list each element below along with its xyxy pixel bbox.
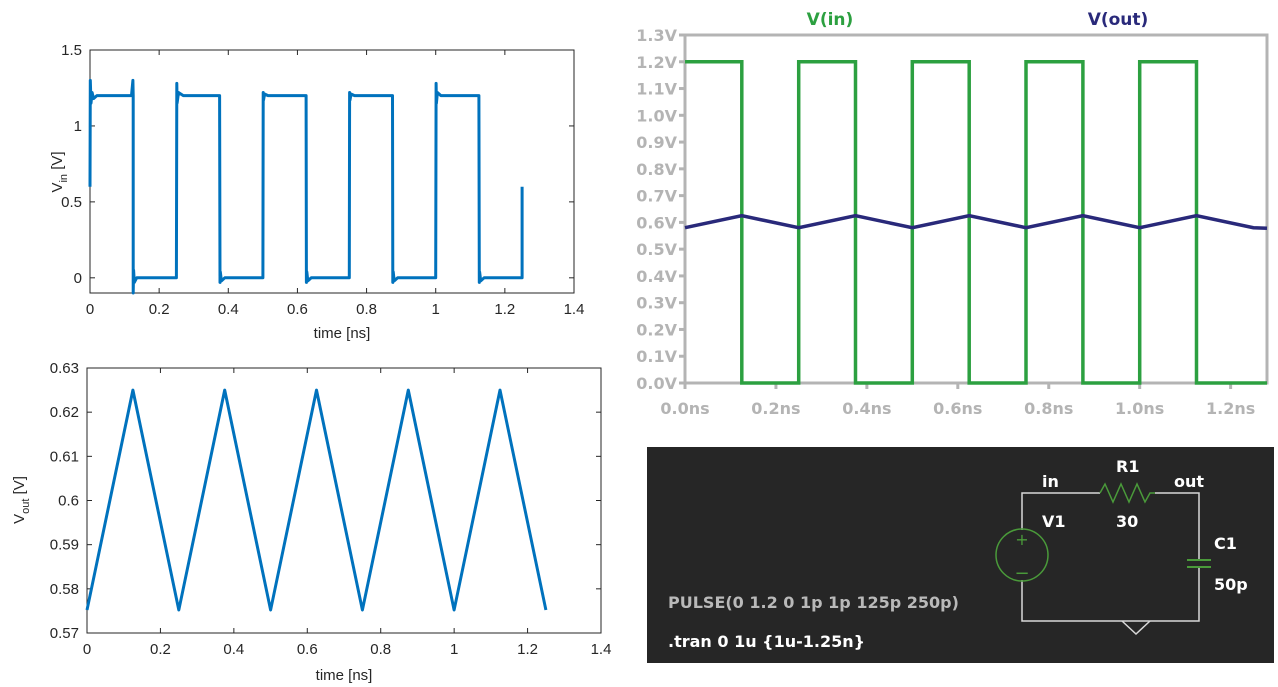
vout-xtick-label: 1.4	[591, 641, 612, 658]
ltspice-xtick-label: 0.6ns	[933, 399, 982, 418]
vin-ytick-label: 1.5	[61, 42, 82, 59]
ltspice-vin-series-line	[685, 60, 1267, 385]
ltspice-ytick-label: 0.0V	[636, 374, 677, 393]
resistor-value: 30	[1116, 512, 1138, 531]
ltspice-ytick-label: 0.8V	[636, 160, 677, 179]
source-spec: PULSE(0 1.2 0 1p 1p 125p 250p)	[668, 593, 959, 612]
vout-ytick-label: 0.61	[50, 448, 79, 465]
capacitor-symbol	[1187, 559, 1211, 568]
vout-ylabel-unit: [V]	[11, 476, 28, 499]
vout-xtick-label: 1	[450, 641, 458, 658]
schematic-panel: + − in out R1 30 V1 C1 50p PULSE(0 1.2 0…	[647, 447, 1274, 663]
vout-xtick-label: 0.2	[150, 641, 171, 658]
source-plus-sign: +	[1015, 530, 1028, 549]
vout-xtick-label: 0	[83, 641, 91, 658]
ltspice-xtick-label: 0.2ns	[751, 399, 800, 418]
vin-xtick-label: 1	[432, 301, 440, 318]
vin-series-line	[88, 78, 524, 295]
source-minus-sign: −	[1014, 563, 1029, 584]
vout-xlabel: time [ns]	[316, 667, 373, 684]
vin-xlabel: time [ns]	[314, 325, 371, 342]
vin-xtick-label: 1.4	[564, 301, 585, 318]
vout-ytick-label: 0.59	[50, 537, 79, 554]
vout-ylabel-main: V	[11, 514, 28, 524]
node-label-out: out	[1174, 472, 1204, 491]
voltage-source-symbol	[995, 528, 1049, 582]
vin-ylabel-unit: [V]	[49, 151, 66, 174]
vout-plot: 0 0.2 0.4 0.6 0.8 1 1.2 1.4 0.57 0.58 0.59 0.6 0.61 0…	[11, 360, 611, 684]
vin-xtick-label: 0.6	[287, 301, 308, 318]
vout-series-line	[85, 388, 548, 612]
vout-plot-axes-box	[86, 367, 602, 634]
resistor-symbol	[1099, 482, 1155, 504]
vout-ytick-label: 0.57	[50, 625, 79, 642]
vout-xtick-label: 0.4	[223, 641, 244, 658]
vout-ylabel-sub: out	[20, 499, 32, 514]
wire-bottom	[1021, 568, 1200, 622]
ltspice-ytick-label: 0.6V	[636, 213, 677, 232]
wire-in	[1021, 492, 1100, 530]
ltspice-xtick-label: 0.4ns	[842, 399, 891, 418]
vout-ylabel: Vout [V]	[11, 476, 32, 524]
vout-xtick-label: 1.2	[517, 641, 538, 658]
capacitor-name: C1	[1214, 534, 1237, 553]
ltspice-ytick-label: 0.2V	[636, 320, 677, 339]
vin-xtick-label: 0	[86, 301, 94, 318]
vout-ticks: 0 0.2 0.4 0.6 0.8 1 1.2 1.4 0.57 0.58 0.59 0.6 0.61 0…	[50, 360, 612, 658]
ltspice-ytick-label: 0.4V	[636, 267, 677, 286]
ltspice-ytick-label: 1.3V	[636, 26, 677, 45]
ltspice-plot: 0.0ns 0.2ns 0.4ns 0.6ns 0.8ns 1.0ns 1.2ns 0.0V 0…	[636, 10, 1269, 418]
vin-xtick-label: 1.2	[494, 301, 515, 318]
vin-plot: 0 0.2 0.4 0.6 0.8 1 1.2 1.4 0 0.5 1 1.5 time [ns] V…	[49, 42, 584, 342]
ltspice-ytick-label: 1.1V	[636, 80, 677, 99]
capacitor-value: 50p	[1214, 575, 1248, 594]
wire-out	[1155, 492, 1200, 560]
vout-xtick-label: 0.8	[370, 641, 391, 658]
ltspice-vout-series-line	[684, 213, 1268, 231]
resistor-name: R1	[1116, 457, 1139, 476]
tran-directive: .tran 0 1u {1u-1.25n}	[668, 632, 865, 651]
ltspice-xtick-label: 0.0ns	[660, 399, 709, 418]
schematic-wires	[1021, 492, 1200, 636]
ltspice-ytick-label: 0.1V	[636, 347, 677, 366]
vin-ytick-label: 0.5	[61, 194, 82, 211]
ltspice-ytick-label: 0.9V	[636, 133, 677, 152]
vin-ticks: 0 0.2 0.4 0.6 0.8 1 1.2 1.4 0 0.5 1 1.5	[61, 42, 584, 318]
vout-ytick-label: 0.58	[50, 581, 79, 598]
vin-ytick-label: 0	[74, 270, 82, 287]
ltspice-xtick-label: 1.0ns	[1115, 399, 1164, 418]
vin-ylabel: Vin [V]	[49, 151, 70, 192]
vin-xtick-label: 0.2	[149, 301, 170, 318]
vout-ytick-label: 0.6	[58, 493, 79, 510]
ltspice-ytick-label: 1.2V	[636, 53, 677, 72]
node-label-in: in	[1042, 472, 1059, 491]
source-name: V1	[1042, 512, 1066, 531]
ltspice-ytick-label: 1.0V	[636, 106, 677, 125]
schematic-background	[647, 447, 1274, 663]
vout-xtick-label: 0.6	[297, 641, 318, 658]
legend-vout: V(out)	[1088, 10, 1149, 30]
vin-ylabel-sub: in	[58, 174, 70, 183]
ltspice-xtick-label: 0.8ns	[1024, 399, 1073, 418]
ltspice-xtick-label: 1.2ns	[1206, 399, 1255, 418]
legend-vin: V(in)	[807, 10, 854, 30]
ltspice-ytick-label: 0.7V	[636, 187, 677, 206]
ltspice-ytick-label: 0.3V	[636, 294, 677, 313]
ltspice-plot-frame	[683, 33, 1269, 385]
ltspice-ytick-label: 0.5V	[636, 240, 677, 259]
vout-ytick-label: 0.62	[50, 404, 79, 421]
vout-ytick-label: 0.63	[50, 360, 79, 377]
ltspice-ticks: 0.0ns 0.2ns 0.4ns 0.6ns 0.8ns 1.0ns 1.2ns 0.0V 0…	[636, 26, 1255, 418]
vin-xtick-label: 0.4	[218, 301, 239, 318]
vin-plot-axes-box	[89, 49, 575, 294]
vin-ytick-label: 1	[74, 118, 82, 135]
vin-ylabel-main: V	[49, 183, 66, 193]
vin-xtick-label: 0.8	[356, 301, 377, 318]
ground-symbol	[1121, 620, 1151, 636]
